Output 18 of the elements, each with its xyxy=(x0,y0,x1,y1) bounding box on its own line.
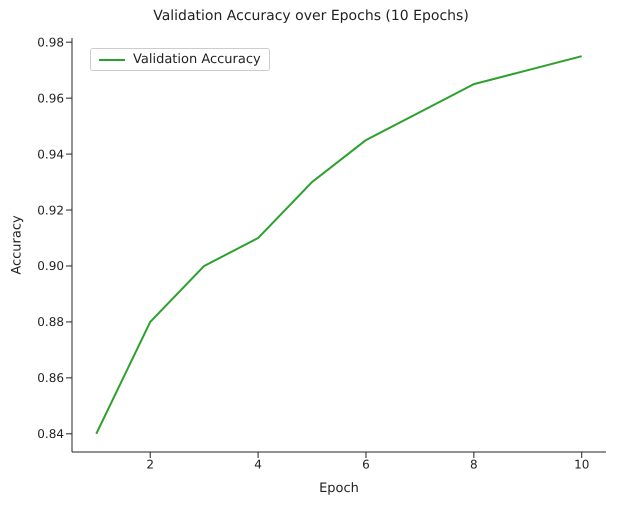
x-axis-title: Epoch xyxy=(319,481,359,496)
y-tick-label: 0.96 xyxy=(37,91,64,106)
chart-title: Validation Accuracy over Epochs (10 Epochs) xyxy=(152,8,470,26)
y-tick-label: 0.92 xyxy=(37,203,64,218)
x-tick-label: 10 xyxy=(574,458,590,472)
legend-label: Validation Accuracy xyxy=(133,52,261,67)
y-tick-label: 0.88 xyxy=(37,315,64,330)
x-tick-label: 4 xyxy=(254,458,262,472)
line-series xyxy=(95,55,583,435)
y-tick-label: 0.86 xyxy=(37,371,64,386)
x-tick-label: 8 xyxy=(470,458,478,472)
y-tick-label: 0.84 xyxy=(37,427,64,442)
x-tick-label: 6 xyxy=(362,458,370,472)
y-tick-label: 0.98 xyxy=(37,35,64,50)
y-tick-label: 0.94 xyxy=(37,147,64,162)
y-tick-label: 0.90 xyxy=(37,259,64,274)
x-tick-label: 2 xyxy=(146,458,154,472)
y-axis-title: Accuracy xyxy=(10,215,25,275)
